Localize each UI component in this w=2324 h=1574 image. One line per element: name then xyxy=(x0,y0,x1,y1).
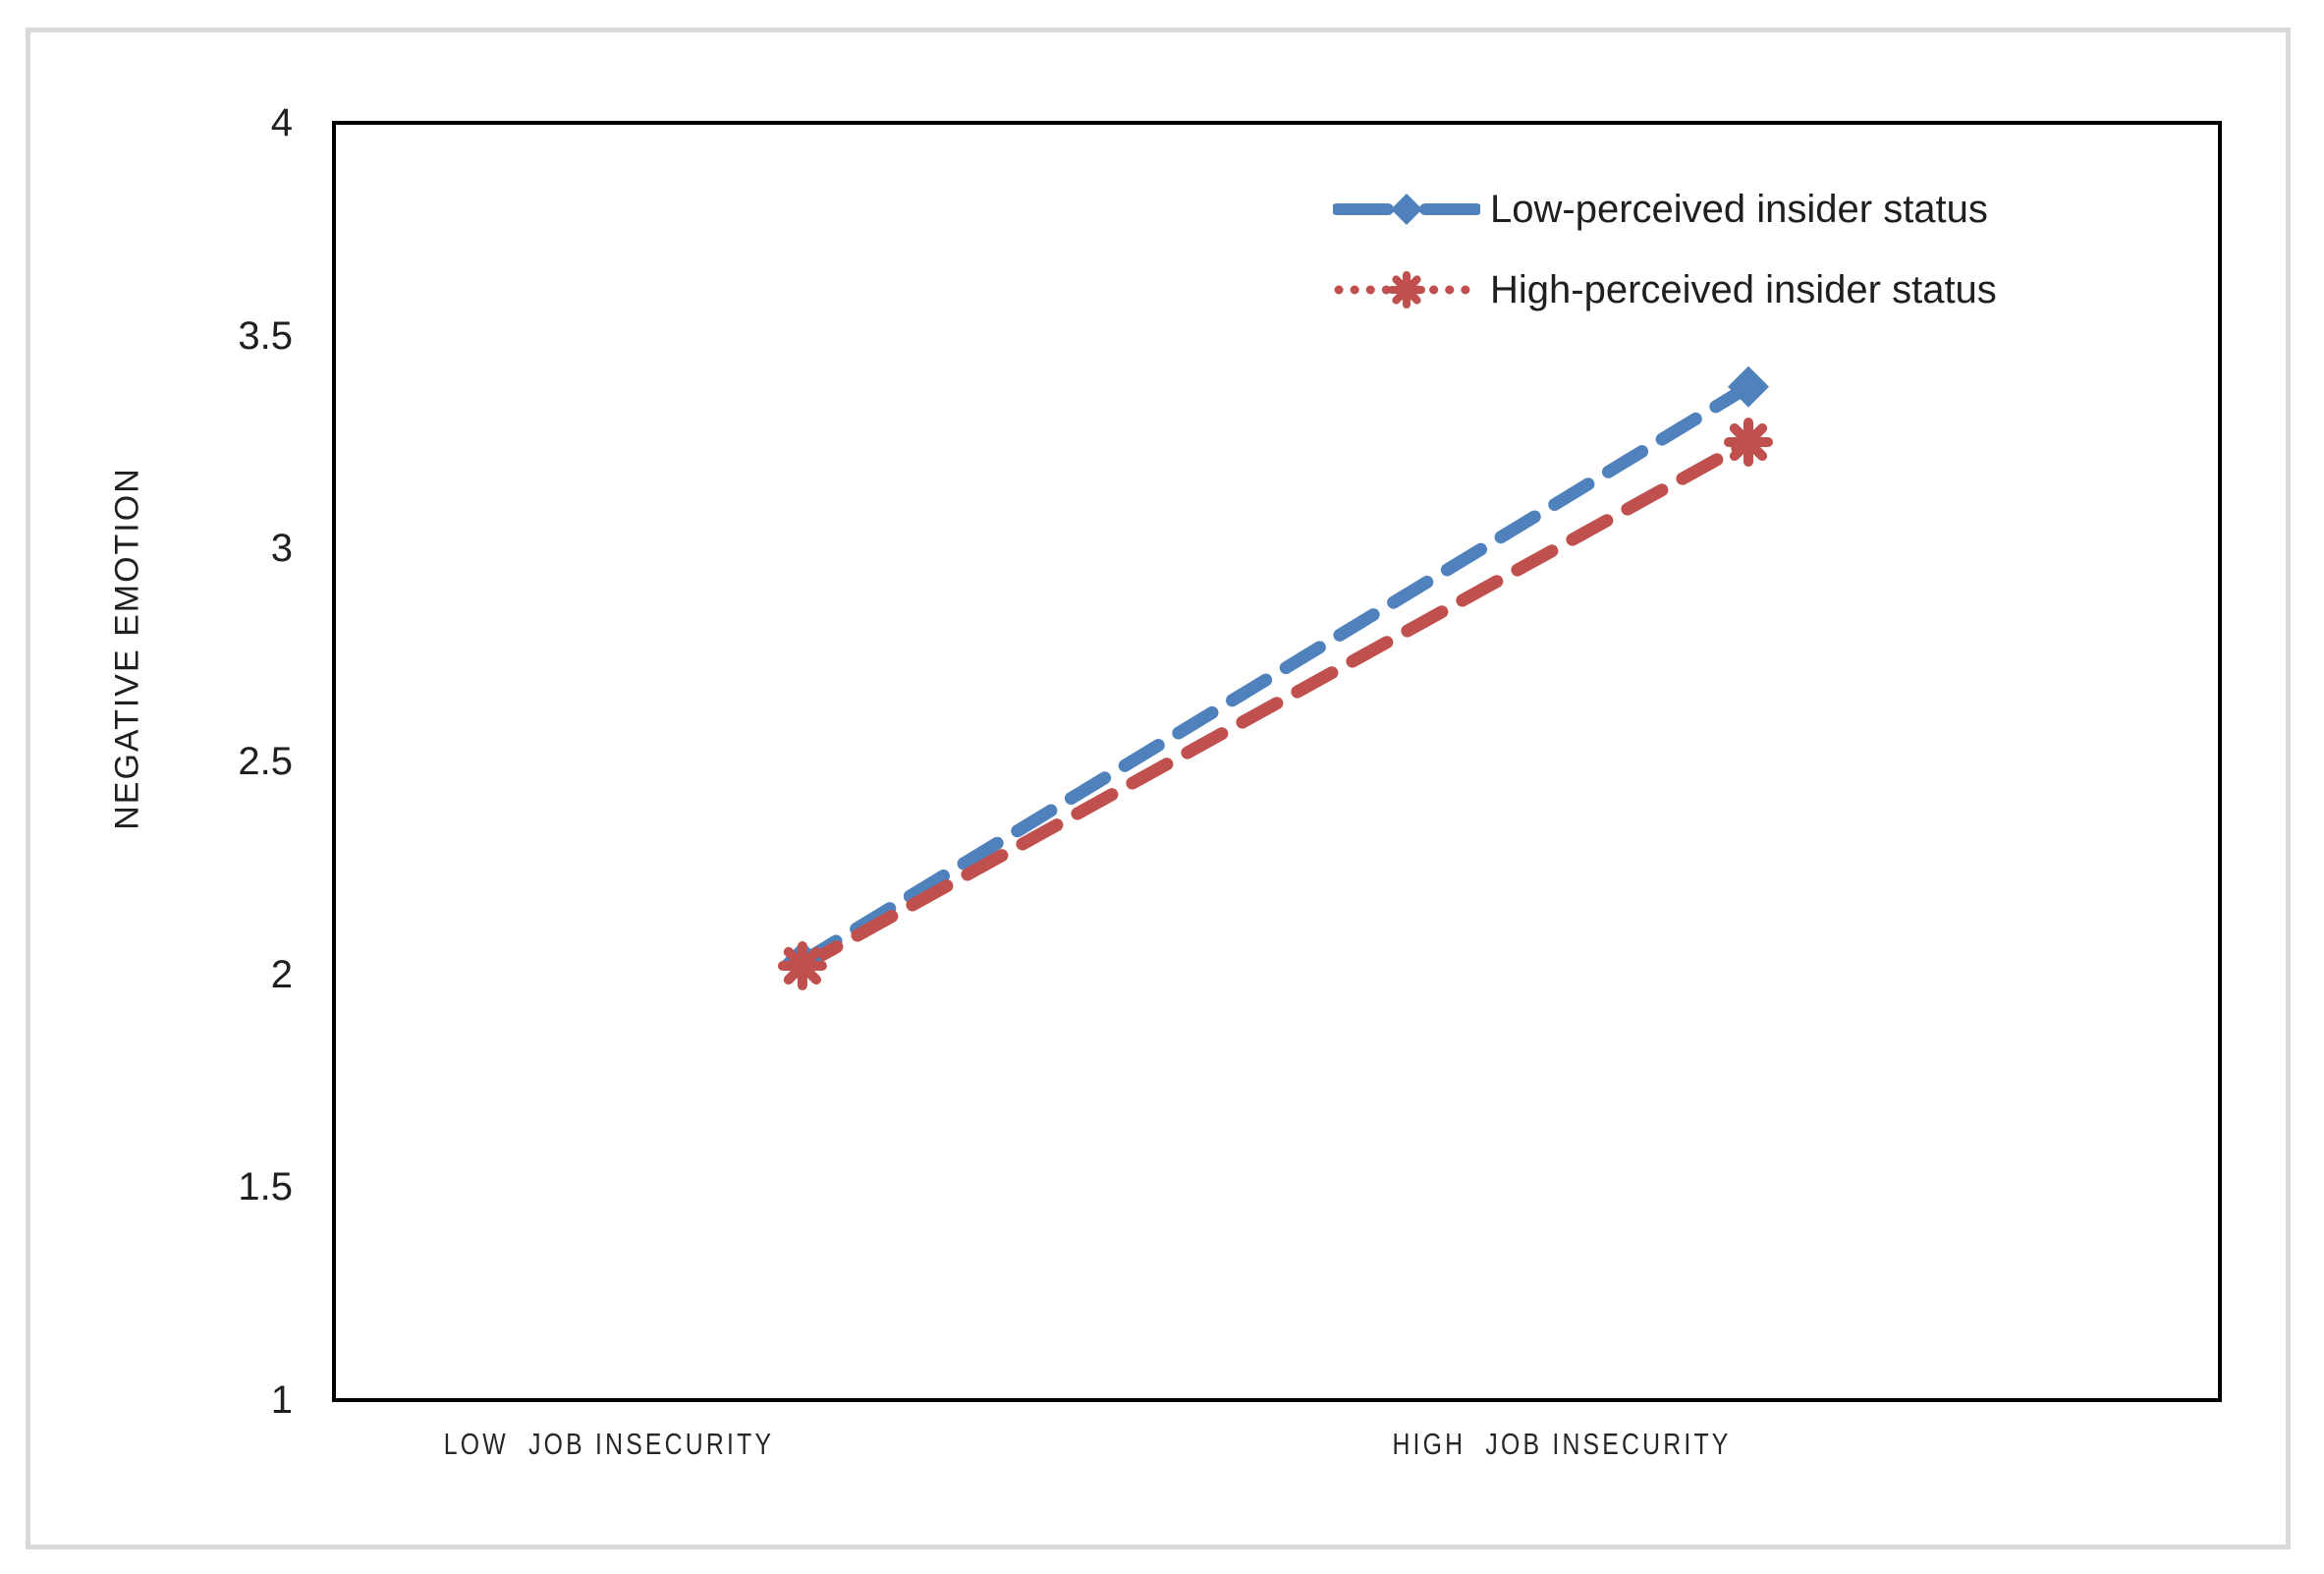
figure-border xyxy=(26,28,2291,1549)
legend-line-diamond-icon xyxy=(1333,194,1480,225)
x-axis-label-high-job-insecurity: HIGH JOB INSECURITY xyxy=(1392,1427,1732,1461)
y-axis-title: NEGATIVE EMOTION xyxy=(108,467,146,830)
x-axis-label-low-job-insecurity: LOW JOB INSECURITY xyxy=(443,1427,775,1461)
y-tick-label: 3 xyxy=(270,527,293,571)
y-tick-label: 4 xyxy=(270,101,293,144)
legend-item-high-perceived: High-perceived insider status xyxy=(1333,267,1997,312)
y-tick-label: 2 xyxy=(270,952,293,996)
legend-item-low-perceived: Low-perceived insider status xyxy=(1333,187,1997,232)
legend: Low-perceived insider status High-percei… xyxy=(1333,187,1997,312)
legend-label-high-perceived: High-perceived insider status xyxy=(1490,267,1997,311)
y-tick-label: 2.5 xyxy=(238,740,293,783)
y-tick-label: 1 xyxy=(270,1378,293,1422)
y-tick-label: 3.5 xyxy=(238,313,293,358)
legend-label-low-perceived: Low-perceived insider status xyxy=(1490,187,1988,231)
legend-line-asterisk-icon xyxy=(1334,271,1480,309)
y-tick-label: 1.5 xyxy=(238,1165,293,1209)
